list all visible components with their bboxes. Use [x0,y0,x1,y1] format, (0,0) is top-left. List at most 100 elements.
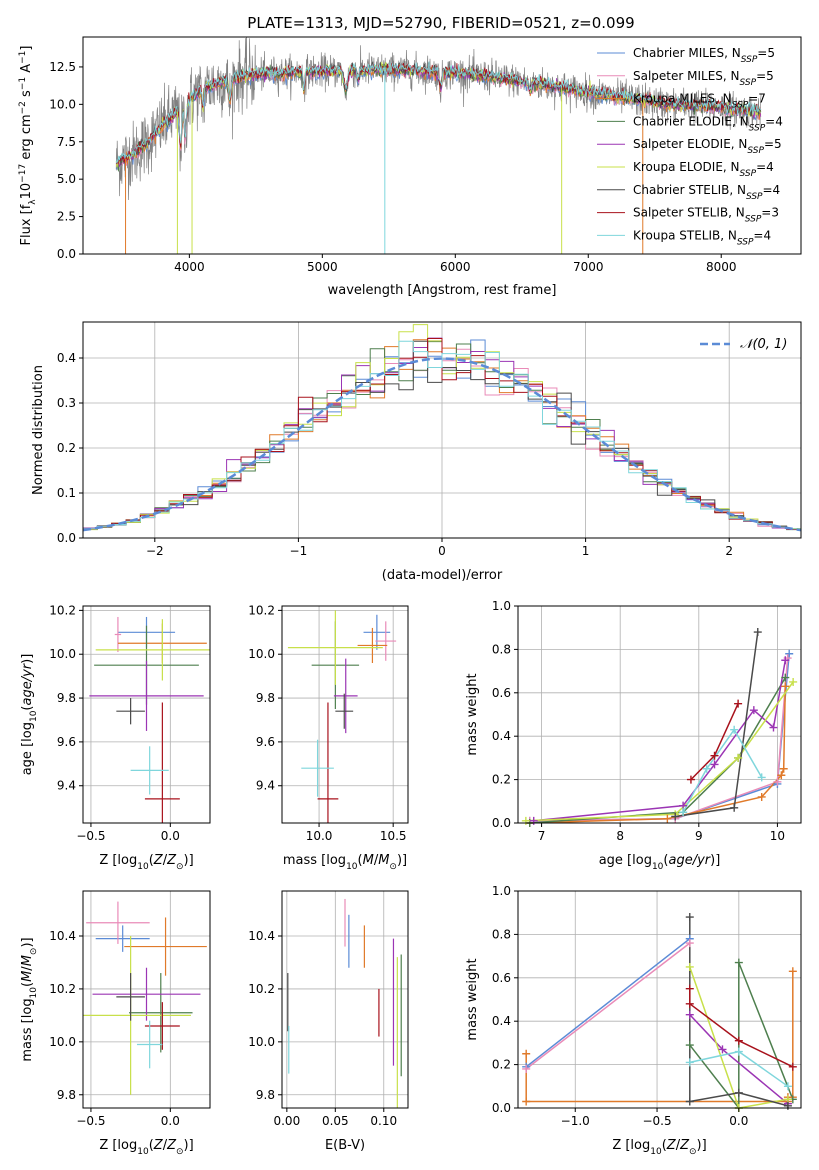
x-tick-label: 7000 [573,260,604,274]
panel-residuals: −2 −1 0 1 2 0.0 0.1 0.2 0.3 0.4 𝒩(0, 1) (data-model… [31,321,802,583]
y-tick-label: 10.0 [49,1035,76,1049]
y-tick-label: 2.5 [57,210,76,224]
y-tick-label: 12.5 [49,60,76,74]
legend-entry: Chabrier MILES, NSSP=5 [633,46,775,65]
weight-marker [710,760,719,769]
y-axis-label: Normed distribution [31,365,46,495]
weight-marker [734,1036,743,1045]
weight-marker [785,649,794,658]
y-tick-label: 0.0 [57,531,76,545]
weight-marker [685,962,694,971]
y-tick-label: 9.8 [256,1088,275,1102]
x-tick-label: 0.10 [370,1114,397,1128]
y-tick-label: 1.0 [492,884,511,898]
x-tick-label: 0 [438,544,446,558]
x-tick-label: 2 [725,544,733,558]
y-tick-label: 0.4 [492,729,511,743]
x-axis-label: Z [log10(Z/Z⊙)] [612,1138,706,1157]
y-tick-label: 10.2 [248,603,275,617]
weight-line-salpeter-elodie [533,660,787,822]
y-tick-label: 0.2 [492,1058,511,1072]
plot-area [525,917,794,1108]
plot-area [83,901,207,1095]
x-tick-label: 1 [582,544,590,558]
x-tick-label: −1.0 [561,1114,590,1128]
weight-marker [734,1047,743,1056]
weight-marker [663,814,672,823]
legend-entry: Salpeter STELIB, NSSP=3 [633,206,779,225]
weight-marker [671,812,680,821]
weight-line-kroupa-miles [529,686,787,823]
x-tick-label: −0.5 [76,1114,105,1128]
legend-entry: Kroupa ELODIE, NSSP=4 [633,160,774,179]
legend: 𝒩(0, 1) [700,337,787,352]
weight-marker [685,1041,694,1050]
y-tick-label: 0.4 [57,351,76,365]
panel-spectrum: 4000 5000 6000 7000 8000 0.0 2.5 5.0 7.5 10.0 12.5… [18,36,802,298]
weight-marker [686,775,695,784]
y-tick-label: 10.0 [248,647,275,661]
weight-marker [734,958,743,967]
y-axis-label: mass [log10(M/M⊙)] [20,937,39,1061]
x-tick-label: 0.0 [729,1114,748,1128]
weight-marker [779,764,788,773]
weight-marker [749,706,758,715]
y-tick-label: 1.0 [492,599,511,613]
y-tick-label: 0.0 [492,816,511,830]
weight-marker [522,1097,531,1106]
y-tick-label: 10.4 [49,929,76,943]
weight-marker [773,777,782,786]
x-tick-label: −1 [290,544,308,558]
weight-marker [783,1082,792,1091]
y-tick-label: 5.0 [57,172,76,186]
weight-line-chabrier-stelib [689,917,789,1107]
x-tick-label: −0.5 [76,829,105,843]
weight-marker [753,628,762,637]
weight-marker [710,751,719,760]
axes-frame [517,605,802,824]
weight-line-salpeter-stelib [689,988,794,1068]
x-tick-label: 6000 [440,260,471,274]
legend-entry: Salpeter MILES, NSSP=5 [633,69,774,88]
y-tick-label: 9.8 [57,1088,76,1102]
x-tick-label: 10.0 [306,829,333,843]
y-tick-label: 10.0 [49,97,76,111]
y-tick-label: 0.6 [492,686,511,700]
y-tick-label: 0.8 [492,642,511,656]
plot-area [89,616,210,823]
plot-area [287,610,397,823]
weight-marker [685,984,694,993]
y-tick-label: 0.1 [57,486,76,500]
weight-line-kroupa-elodie [525,681,794,822]
y-tick-label: 10.4 [248,929,275,943]
axes-frame [517,890,802,1109]
weight-marker [734,699,743,708]
weight-line-chabrier-elodie [529,677,786,823]
legend-entry: Chabrier STELIB, NSSP=4 [633,183,780,202]
y-tick-label: 10.0 [248,1035,275,1049]
weight-line-salpeter-miles [525,942,691,1070]
y-tick-label: 9.4 [256,779,275,793]
weight-marker [734,1088,743,1097]
y-axis-label: mass weight [465,958,480,1040]
weight-marker [769,723,778,732]
y-tick-label: 7.5 [57,135,76,149]
y-tick-label: 0.8 [492,927,511,941]
x-tick-label: 8 [616,829,624,843]
x-axis-label: mass [log10(M/M⊙)] [283,853,407,872]
weight-line-chabrier-elodie [689,962,794,1108]
x-tick-label: 0.05 [322,1114,349,1128]
weight-marker [788,1062,797,1071]
legend: Chabrier MILES, NSSP=5 Salpeter MILES, NS… [597,46,783,247]
weight-marker [685,1058,694,1067]
y-tick-label: 0.2 [57,441,76,455]
weight-marker [730,803,739,812]
weight-marker [522,1049,531,1058]
gaussian-curve [83,357,801,532]
legend-entry: Salpeter ELODIE, NSSP=5 [633,137,782,156]
weight-marker [757,792,766,801]
axes-frame [82,605,211,824]
y-tick-label: 10.2 [49,603,76,617]
plot-area [83,324,801,538]
weight-marker [730,725,739,734]
